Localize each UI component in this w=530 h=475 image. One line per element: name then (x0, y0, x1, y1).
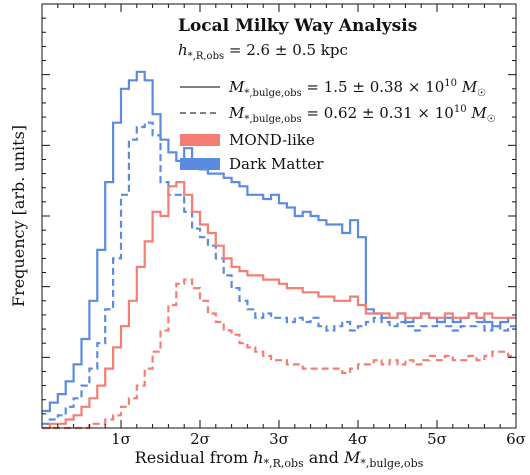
legend-subheading: h*,R,obs = 2.6 ± 0.5 kpc (178, 41, 348, 62)
y-axis-label: Frequency [arb. units] (9, 125, 28, 307)
legend-dashed-line-label: M*,bulge,obs = 0.62 ± 0.31 × 1010 M☉ (228, 104, 496, 125)
x-tick-label: 4σ (348, 430, 368, 448)
legend-dark-matter-label: Dark Matter (229, 155, 324, 173)
legend-solid-line-label: M*,bulge,obs = 1.5 ± 0.38 × 1010 M☉ (228, 78, 486, 99)
x-tick-label: 2σ (190, 430, 210, 448)
series-dark-matter-solid (42, 70, 516, 413)
x-tick-label: 6σ (506, 430, 526, 448)
x-tick-label: 5σ (427, 430, 447, 448)
legend-dark-matter-swatch (180, 158, 220, 170)
legend-heading: Local Milky Way Analysis (178, 16, 417, 36)
plot-frame (41, 3, 517, 429)
ticks-layer: 1σ 2σ 3σ 4σ 5σ 6σ (42, 4, 526, 448)
x-tick-label: 3σ (269, 430, 289, 448)
series-mond-like-solid (42, 181, 516, 430)
legend-mond-swatch (180, 134, 220, 146)
x-axis-label: Residual from h*,R,obs and M*,bulge,obs (135, 448, 424, 470)
legend-mond-label: MOND-like (229, 131, 315, 149)
x-tick-label: 1σ (111, 430, 131, 448)
series-layer (42, 70, 516, 430)
series-dark-matter-dashed (42, 121, 516, 425)
legend: Local Milky Way Analysis h*,R,obs = 2.6 … (178, 16, 496, 173)
